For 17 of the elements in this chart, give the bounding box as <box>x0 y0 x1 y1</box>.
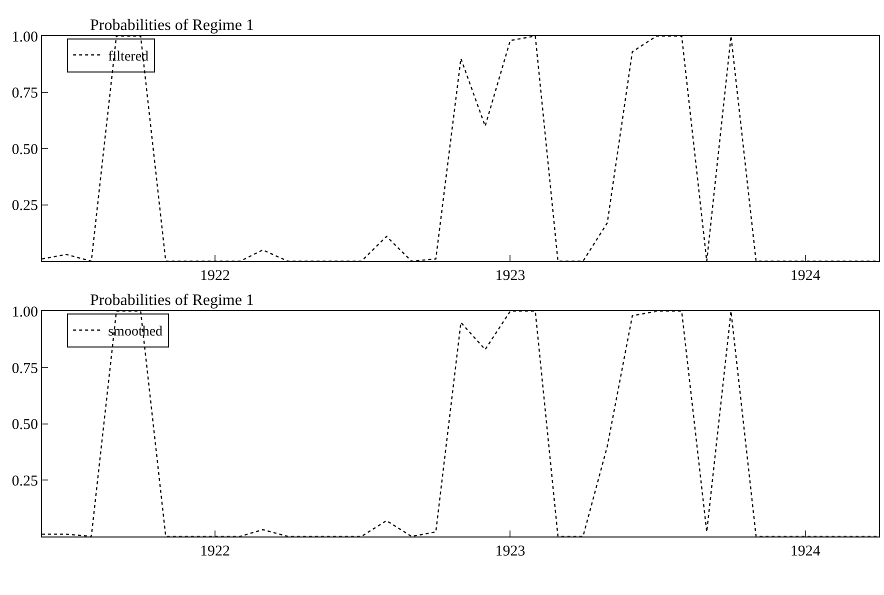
y-tick-label: 0.75 <box>12 360 38 377</box>
y-tick-label: 0.25 <box>12 198 38 214</box>
chart-title: Probabilities of Regime 1 <box>90 17 254 34</box>
x-tick-label: 1922 <box>200 543 230 560</box>
y-tick-label: 1.00 <box>12 29 38 46</box>
x-tick-label: 1923 <box>495 268 526 284</box>
y-tick-label: 0.75 <box>12 86 38 102</box>
y-tick-label: 1.00 <box>12 304 38 320</box>
y-tick-label: 0.50 <box>12 417 38 434</box>
x-tick-label: 1922 <box>200 268 230 284</box>
y-tick-label: 0.50 <box>12 142 38 158</box>
chart-title: Probabilities of Regime 1 <box>90 292 254 309</box>
x-tick-label: 1924 <box>790 268 821 284</box>
x-tick-label: 1923 <box>495 543 526 560</box>
x-tick-label: 1924 <box>790 543 821 560</box>
legend-label: filtered <box>108 49 149 64</box>
y-tick-label: 0.25 <box>12 473 38 490</box>
